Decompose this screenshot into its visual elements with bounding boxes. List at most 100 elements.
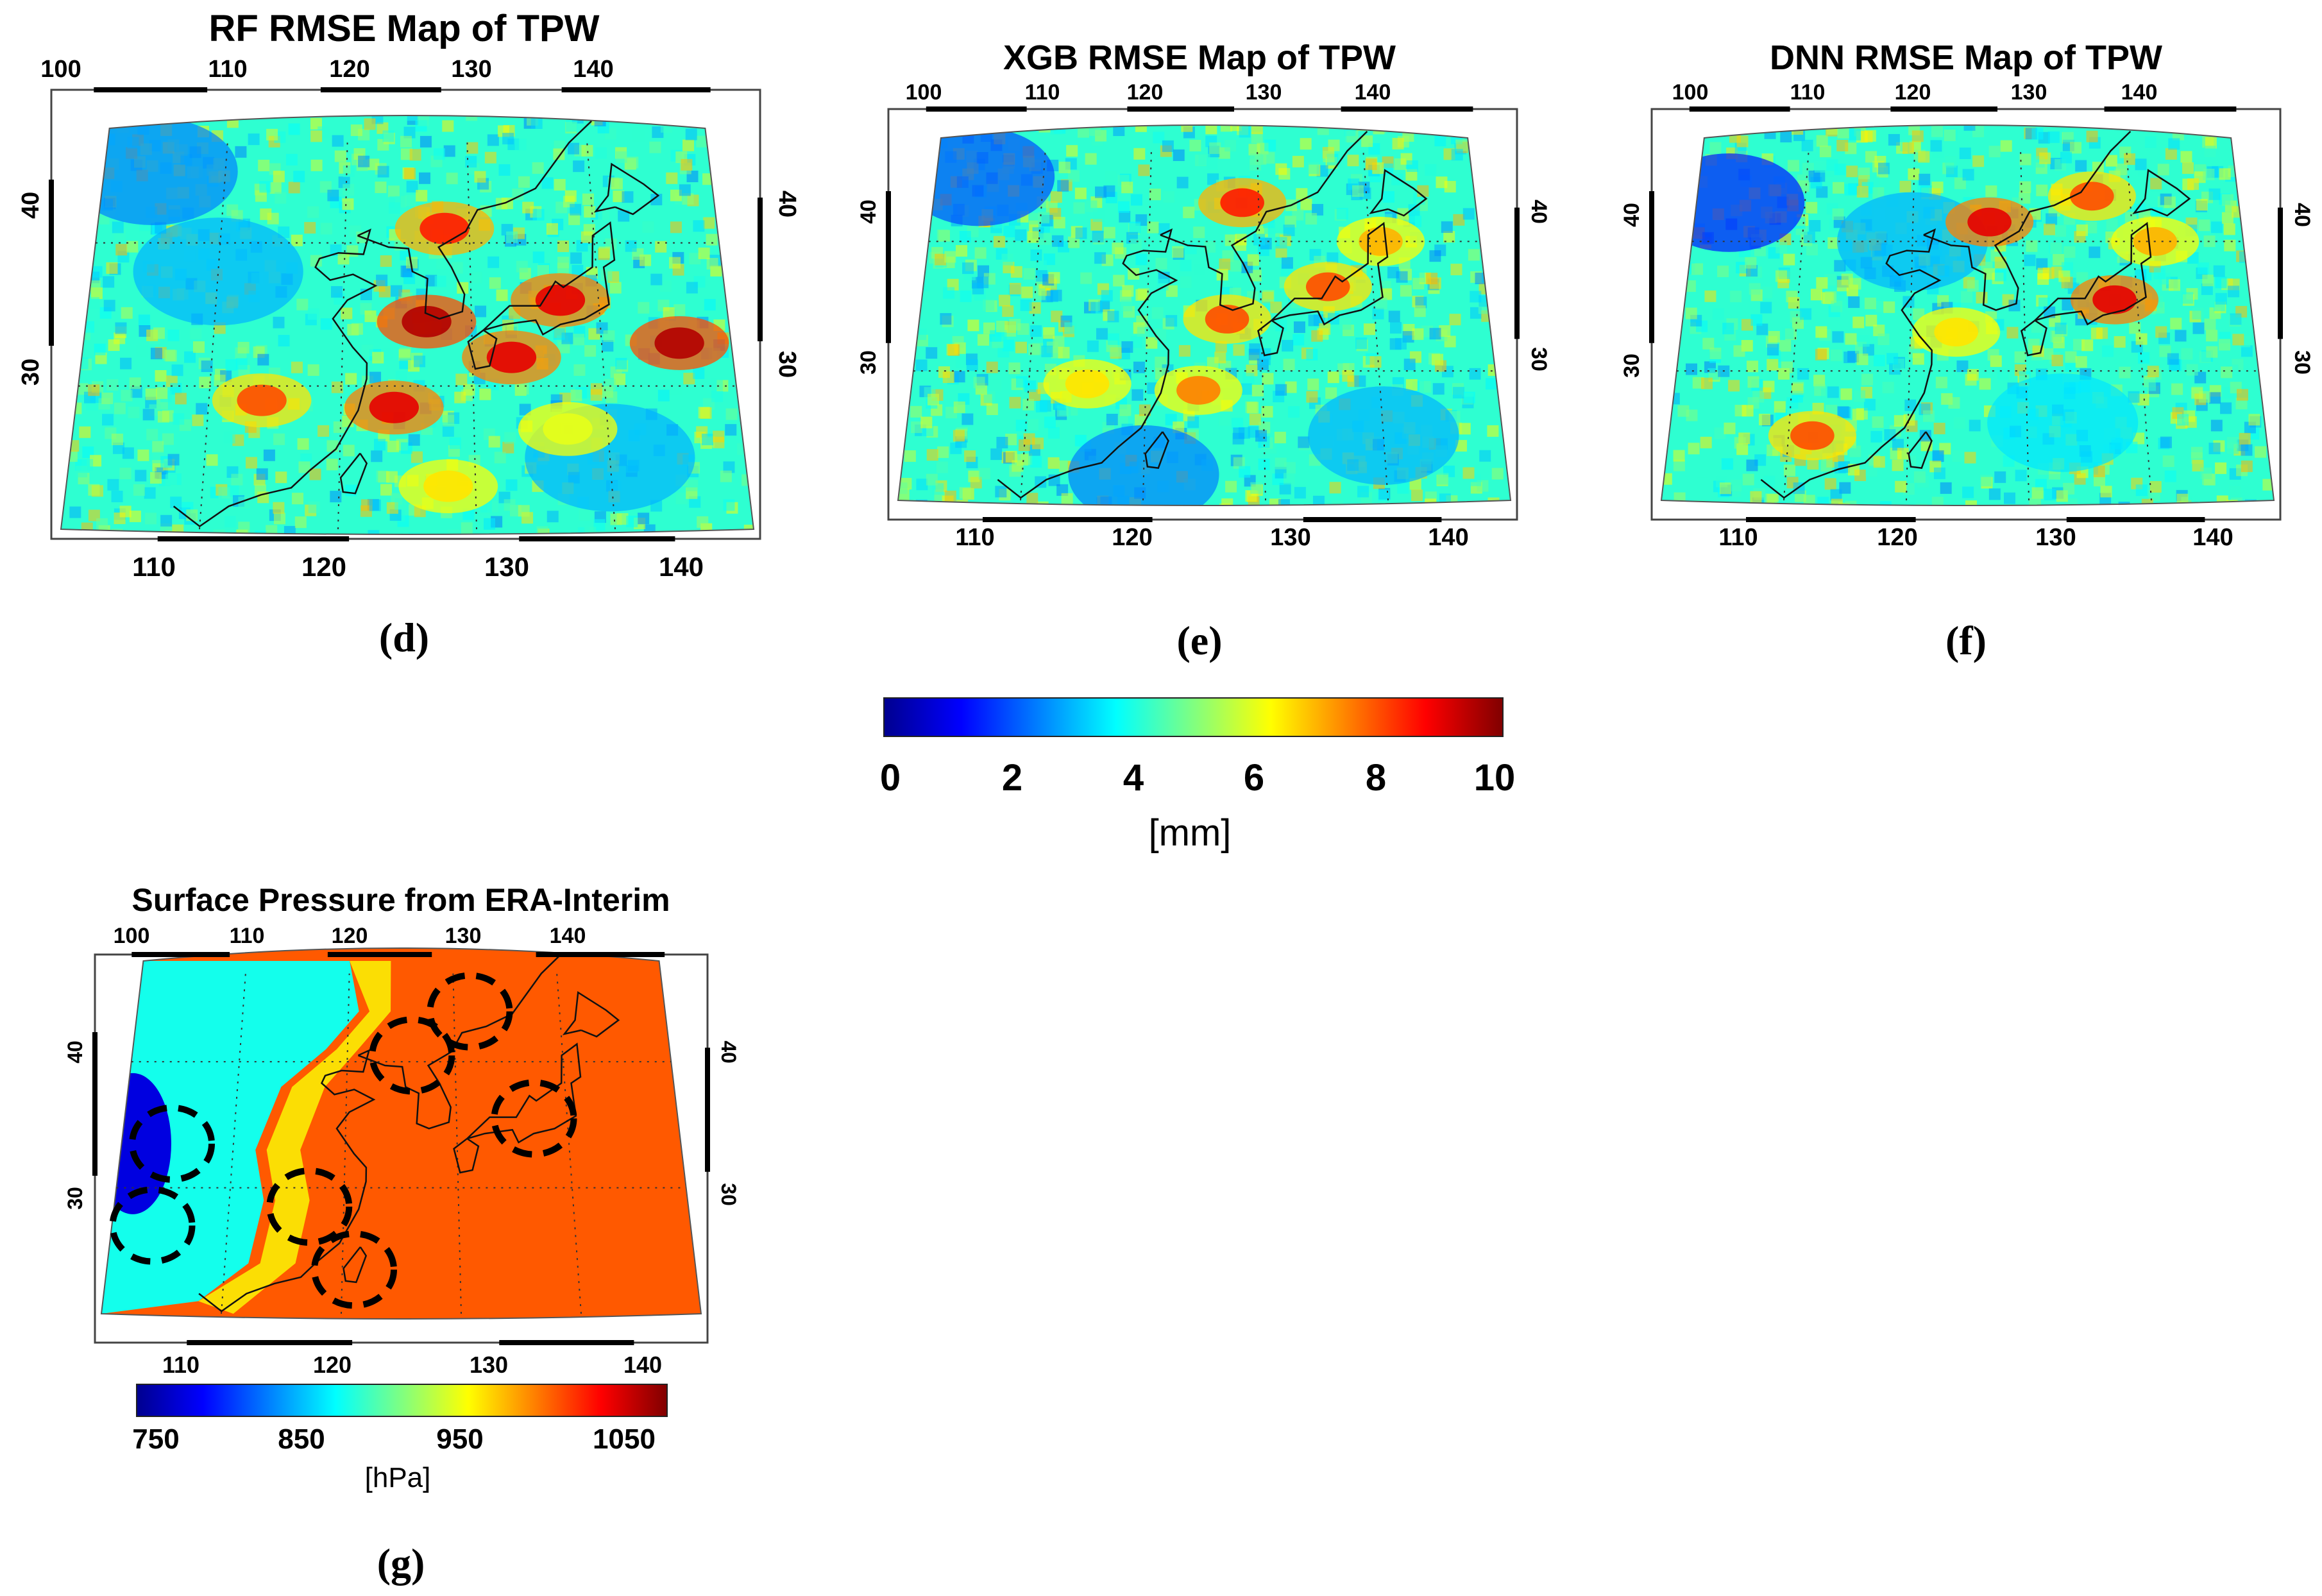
panel-d-speckle: [582, 193, 594, 205]
panel-d-speckle: [408, 434, 420, 446]
panel-e-speckle: [1163, 191, 1175, 203]
panel-f-speckle: [1872, 187, 1885, 199]
panel-f-speckle: [1967, 280, 1979, 292]
panel-d-speckle: [611, 178, 623, 190]
panel-e-speckle: [1347, 155, 1359, 167]
panel-e-speckle: [1041, 345, 1053, 357]
panel-e-speckle: [1015, 229, 1027, 241]
panel-f-speckle: [1765, 493, 1777, 505]
panel-d-speckle: [296, 298, 309, 310]
panel-d-speckle: [395, 371, 407, 383]
panel-g-left-ticks: 40 30: [64, 1040, 87, 1210]
panel-d-map-outline: [60, 115, 755, 535]
panel-f-speckle: [1935, 377, 1947, 389]
panel-d-speckle: [95, 352, 107, 364]
panel-f-speckle: [1741, 319, 1753, 331]
panel-e-speckle: [1028, 343, 1040, 355]
panel-f-speckle: [2241, 460, 2253, 472]
panel-e-speckle: [1444, 181, 1456, 193]
panel-d-speckle: [389, 202, 401, 214]
panel-d-speckle: [326, 440, 339, 452]
panel-e-speckle: [968, 470, 980, 482]
panel-d-speckle: [334, 150, 346, 162]
panel-d-speckle: [532, 251, 545, 264]
panel-e-speckle: [1135, 253, 1148, 266]
panel-d-speckle: [190, 328, 202, 340]
panel-e-speckle: [1249, 413, 1261, 425]
panel-d-speckle: [153, 327, 165, 339]
panel-d-speckle: [218, 487, 230, 499]
panel-d-speckle: [713, 430, 725, 443]
panel-d-speckle: [400, 135, 412, 148]
panel-e-speckle: [1455, 139, 1468, 151]
panel-d-speckle: [419, 172, 431, 184]
panel-e-speckle: [1250, 158, 1262, 171]
panel-e-right-tick: 40: [1527, 200, 1551, 224]
panel-e-top-tick: 110: [1025, 80, 1060, 105]
panel-f-speckle: [1841, 505, 1852, 517]
panel-d-speckle: [683, 373, 695, 385]
panel-g-top-tick: 140: [550, 924, 586, 948]
panel-d-speckle: [443, 145, 455, 157]
panel-e-speckle: [1487, 364, 1500, 376]
panel-f-speckle: [1801, 139, 1813, 151]
panel-e-speckle: [944, 490, 956, 502]
panel-f-speckle: [1988, 146, 2001, 158]
panel-e-speckle: [915, 359, 928, 371]
panel-f-speckle: [1739, 125, 1751, 135]
panel-f-speckle: [2147, 366, 2159, 378]
panel-f-speckle: [1742, 405, 1754, 417]
panel-e-speckle: [1067, 170, 1080, 182]
panel-d-hotspot: [543, 413, 593, 445]
panel-e-speckle: [1283, 225, 1295, 237]
panel-f-speckle: [2081, 339, 2094, 352]
panel-f-speckle: [1815, 326, 1827, 338]
panel-e-speckle: [1437, 473, 1449, 485]
panel-d-speckle: [642, 221, 654, 233]
panel-f-speckle: [1786, 291, 1798, 303]
panel-d-speckle: [380, 484, 393, 496]
panel-f-speckle: [2208, 443, 2221, 455]
panel-d-speckle: [214, 375, 226, 387]
panel-e-speckle: [1226, 505, 1237, 516]
panel-f-top-tick: 100: [1672, 80, 1709, 105]
panel-e-speckle: [1414, 305, 1426, 318]
panel-e-hotspot: [1220, 188, 1264, 217]
panel-d-right-ticks: 40 30: [774, 191, 801, 378]
panel-d-speckle: [173, 413, 185, 425]
panel-f-speckle: [2167, 353, 2179, 365]
panel-e-speckle: [1130, 194, 1142, 206]
panel-e-speckle: [1026, 493, 1038, 505]
panel-f-speckle: [1841, 273, 1853, 285]
panel-d-speckle: [146, 429, 158, 441]
panel-f-speckle: [1724, 422, 1736, 434]
panel-d-speckle: [88, 384, 100, 396]
panel-d-speckle: [689, 253, 701, 265]
panel-e-speckle: [1317, 125, 1329, 135]
panel-f-speckle: [1730, 291, 1742, 303]
panel-f-speckle: [2141, 498, 2153, 505]
panel-d-speckle: [704, 299, 716, 311]
panel-d-speckle: [703, 217, 715, 229]
panel-e-speckle: [1090, 301, 1103, 314]
panel-e-speckle: [1459, 423, 1471, 435]
panel-d-speckle: [111, 490, 123, 502]
panel-d-speckle: [121, 307, 133, 319]
panel-f-speckle: [1814, 161, 1826, 173]
panel-e-speckle: [1047, 457, 1060, 469]
panel-e-speckle: [1406, 160, 1418, 172]
panel-f-speckle: [1904, 399, 1917, 411]
panel-f-speckle: [1816, 135, 1828, 147]
panel-e-speckle: [1468, 249, 1480, 261]
panel-f-speckle: [1843, 352, 1856, 364]
panel-d-speckle: [638, 513, 650, 525]
panel-d-speckle: [157, 411, 169, 423]
panel-d-speckle: [320, 318, 332, 330]
panel-e-speckle: [1432, 383, 1445, 395]
panel-f-speckle: [1747, 361, 1759, 373]
panel-e-speckle: [1443, 231, 1455, 243]
panel-f-speckle: [1813, 375, 1826, 387]
panel-e-speckle: [1205, 125, 1217, 135]
panel-d-speckle: [343, 166, 355, 178]
panel-f-speckle: [2000, 140, 2012, 152]
